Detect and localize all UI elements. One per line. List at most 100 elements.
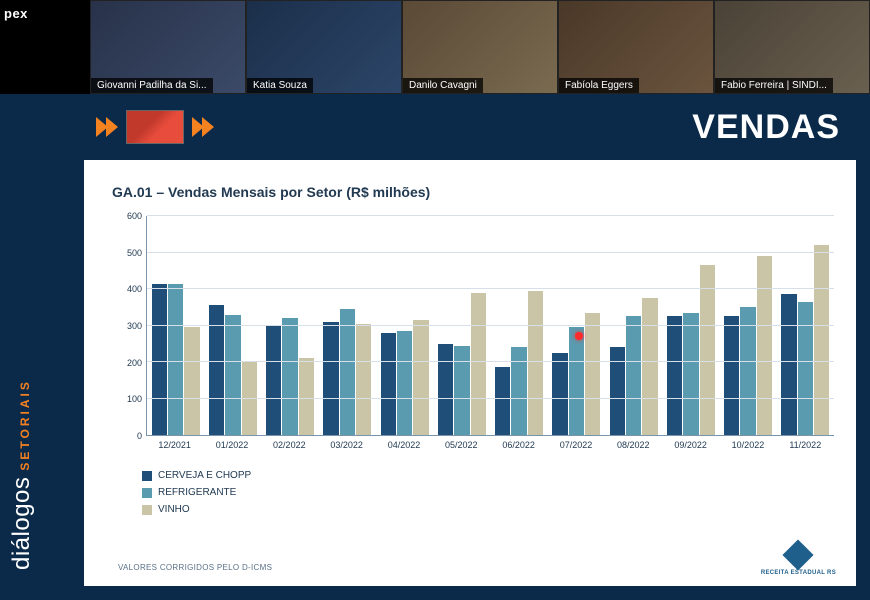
slide-title: VENDAS bbox=[692, 108, 840, 147]
slide-left-rail: diálogos SETORIAIS bbox=[0, 94, 84, 600]
chevron-right-icon bbox=[202, 117, 214, 137]
plot-area bbox=[146, 216, 834, 436]
bar bbox=[340, 309, 355, 435]
bars-container bbox=[147, 216, 834, 435]
participant-name: Fabíola Eggers bbox=[559, 78, 639, 93]
bar-group bbox=[605, 216, 662, 435]
x-tick-label: 08/2022 bbox=[605, 436, 662, 456]
x-tick-label: 04/2022 bbox=[375, 436, 432, 456]
diamond-icon bbox=[783, 539, 814, 570]
bar bbox=[528, 291, 543, 435]
bar bbox=[798, 302, 813, 435]
slide-header: VENDAS bbox=[84, 94, 870, 160]
bar bbox=[626, 316, 641, 435]
bar bbox=[152, 284, 167, 435]
participant-name: Fabio Ferreira | SINDI... bbox=[715, 78, 833, 93]
bar bbox=[168, 284, 183, 435]
participant-tile[interactable]: Katia Souza bbox=[246, 0, 402, 94]
x-tick-label: 05/2022 bbox=[433, 436, 490, 456]
bar bbox=[667, 316, 682, 435]
bar bbox=[438, 344, 453, 435]
bar bbox=[225, 315, 240, 435]
slide-body: GA.01 – Vendas Mensais por Setor (R$ mil… bbox=[84, 160, 856, 586]
rail-word-2: SETORIAIS bbox=[18, 379, 32, 470]
bar bbox=[569, 327, 584, 435]
bar-group bbox=[262, 216, 319, 435]
grid-line bbox=[147, 398, 834, 399]
header-icons bbox=[96, 110, 214, 144]
footnote: VALORES CORRIGIDOS PELO D-ICMS bbox=[118, 563, 272, 572]
legend-label: CERVEJA E CHOPP bbox=[158, 470, 251, 481]
bar bbox=[381, 333, 396, 435]
shared-slide: diálogos SETORIAIS VENDAS GA.01 – Vendas… bbox=[0, 94, 870, 600]
sales-chart: 0100200300400500600 12/202101/202202/202… bbox=[112, 216, 834, 456]
x-tick-label: 02/2022 bbox=[261, 436, 318, 456]
participant-tile[interactable]: Fabio Ferreira | SINDI... bbox=[714, 0, 870, 94]
bar bbox=[266, 326, 281, 436]
y-tick-label: 500 bbox=[127, 248, 142, 258]
legend-label: REFRIGERANTE bbox=[158, 487, 236, 498]
app-logo: pex bbox=[0, 0, 90, 94]
y-axis: 0100200300400500600 bbox=[112, 216, 146, 436]
y-tick-label: 600 bbox=[127, 211, 142, 221]
x-tick-label: 07/2022 bbox=[547, 436, 604, 456]
x-tick-label: 12/2021 bbox=[146, 436, 203, 456]
participant-name: Giovanni Padilha da Si... bbox=[91, 78, 213, 93]
legend-item: CERVEJA E CHOPP bbox=[142, 470, 251, 481]
bar bbox=[757, 256, 772, 435]
bar bbox=[724, 316, 739, 435]
x-tick-label: 06/2022 bbox=[490, 436, 547, 456]
bar bbox=[814, 245, 829, 435]
bar bbox=[585, 313, 600, 435]
footer-logo-text: RECEITA ESTADUAL RS bbox=[761, 570, 836, 576]
bar-group bbox=[491, 216, 548, 435]
grid-line bbox=[147, 288, 834, 289]
bar-group bbox=[548, 216, 605, 435]
chart-title: GA.01 – Vendas Mensais por Setor (R$ mil… bbox=[112, 184, 430, 200]
legend-item: REFRIGERANTE bbox=[142, 487, 251, 498]
bar bbox=[454, 346, 469, 435]
bar bbox=[552, 353, 567, 435]
legend-item: VINHO bbox=[142, 504, 251, 515]
bar-group bbox=[204, 216, 261, 435]
y-tick-label: 200 bbox=[127, 358, 142, 368]
bar bbox=[282, 318, 297, 435]
legend-swatch bbox=[142, 505, 152, 515]
bar bbox=[495, 367, 510, 435]
bar-group bbox=[376, 216, 433, 435]
x-tick-label: 10/2022 bbox=[719, 436, 776, 456]
bar-group bbox=[662, 216, 719, 435]
bar bbox=[323, 322, 338, 435]
grid-line bbox=[147, 361, 834, 362]
app-logo-text: pex bbox=[4, 6, 28, 21]
x-tick-label: 03/2022 bbox=[318, 436, 375, 456]
video-strip: pex Giovanni Padilha da Si... Katia Souza… bbox=[0, 0, 870, 94]
participant-tile[interactable]: Giovanni Padilha da Si... bbox=[90, 0, 246, 94]
slide-thumbnail bbox=[126, 110, 184, 144]
participant-tile[interactable]: Danilo Cavagni bbox=[402, 0, 558, 94]
footer-logo: RECEITA ESTADUAL RS bbox=[761, 544, 836, 576]
bar bbox=[413, 320, 428, 435]
slide-main: VENDAS GA.01 – Vendas Mensais por Setor … bbox=[84, 94, 870, 600]
legend-label: VINHO bbox=[158, 504, 190, 515]
bar bbox=[642, 298, 657, 435]
participant-tile[interactable]: Fabíola Eggers bbox=[558, 0, 714, 94]
bar bbox=[471, 293, 486, 435]
rail-brand: diálogos SETORIAIS bbox=[8, 379, 36, 570]
rail-word-1: diálogos bbox=[8, 477, 36, 570]
bar bbox=[700, 265, 715, 435]
x-tick-label: 11/2022 bbox=[777, 436, 834, 456]
y-tick-label: 400 bbox=[127, 284, 142, 294]
bar bbox=[184, 327, 199, 435]
legend: CERVEJA E CHOPP REFRIGERANTE VINHO bbox=[142, 470, 251, 521]
y-tick-label: 100 bbox=[127, 394, 142, 404]
bar-group bbox=[720, 216, 777, 435]
x-tick-label: 01/2022 bbox=[203, 436, 260, 456]
bar-group bbox=[433, 216, 490, 435]
grid-line bbox=[147, 252, 834, 253]
grid-line bbox=[147, 325, 834, 326]
grid-line bbox=[147, 215, 834, 216]
bar bbox=[740, 307, 755, 435]
legend-swatch bbox=[142, 471, 152, 481]
legend-swatch bbox=[142, 488, 152, 498]
